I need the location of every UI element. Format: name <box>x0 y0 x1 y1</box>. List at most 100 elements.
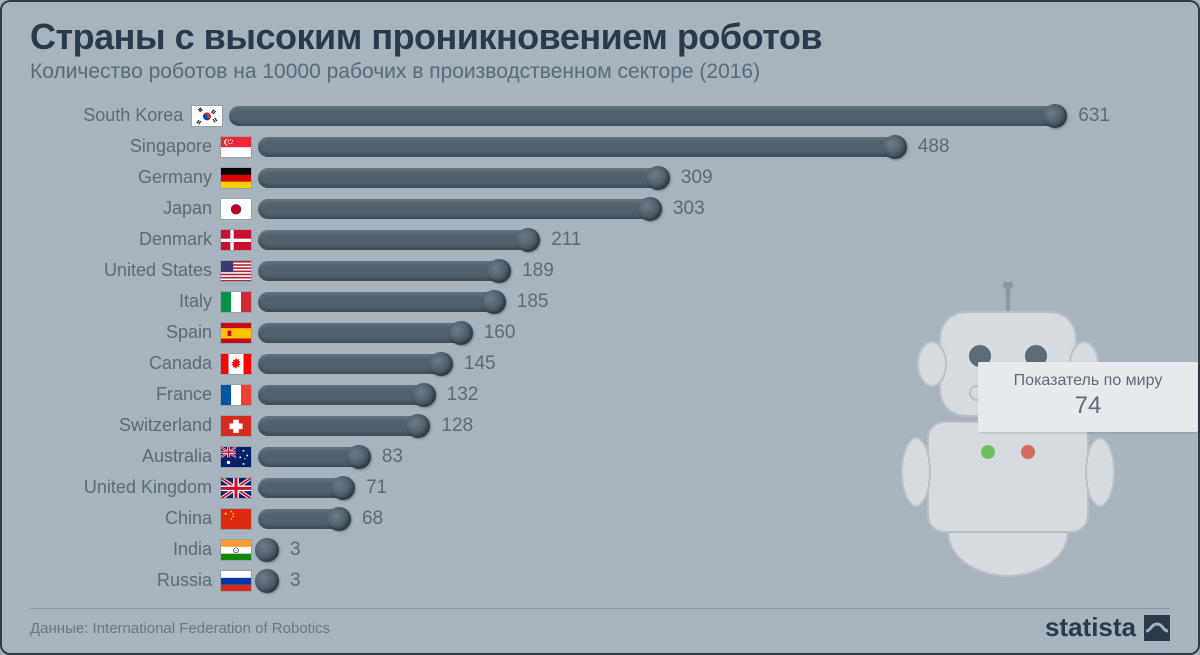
bar-cap <box>646 166 670 190</box>
bar-cap <box>347 445 371 469</box>
country-label: Switzerland <box>30 415 220 436</box>
bar-wrap: 189 <box>258 260 554 282</box>
chart-row: South Korea 631 <box>30 100 1110 131</box>
country-label: Japan <box>30 198 220 219</box>
flag-icon <box>220 291 252 313</box>
footer-divider <box>30 608 1170 609</box>
bar-value: 309 <box>681 167 713 189</box>
bar <box>258 385 433 405</box>
country-label: Canada <box>30 353 220 374</box>
country-label: India <box>30 539 220 560</box>
world-average-value: 74 <box>994 392 1182 420</box>
flag-icon <box>220 508 252 530</box>
flag-icon <box>220 353 252 375</box>
bar <box>258 447 368 467</box>
country-label: Italy <box>30 291 220 312</box>
bar-value: 3 <box>290 539 301 561</box>
bar-cap <box>327 507 351 531</box>
flag-icon <box>220 322 252 344</box>
bar <box>258 137 904 157</box>
bar-value: 83 <box>382 446 403 468</box>
chart-title: Страны с высоким проникновением роботов <box>30 16 822 58</box>
statista-wave-icon <box>1144 615 1170 641</box>
bar <box>258 230 537 250</box>
chart-subtitle: Количество роботов на 10000 рабочих в пр… <box>30 60 760 84</box>
brand-logo: statista <box>1045 612 1170 643</box>
bar-cap <box>255 569 279 593</box>
bar <box>229 106 1064 126</box>
bar-value: 160 <box>484 322 516 344</box>
brand-text: statista <box>1045 612 1136 643</box>
bar <box>258 354 450 374</box>
country-label: United States <box>30 260 220 281</box>
source-text: Данные: International Federation of Robo… <box>30 620 330 637</box>
bar-wrap: 132 <box>258 384 478 406</box>
bar-value: 631 <box>1078 105 1110 127</box>
bar-wrap: 631 <box>229 105 1110 127</box>
bar-value: 185 <box>517 291 549 313</box>
bar-wrap: 303 <box>258 198 705 220</box>
bar-value: 128 <box>441 415 473 437</box>
bar <box>258 199 659 219</box>
bar-value: 68 <box>362 508 383 530</box>
bar-cap <box>331 476 355 500</box>
bar-value: 211 <box>551 229 581 251</box>
bar-cap <box>255 538 279 562</box>
bar-wrap: 68 <box>258 508 383 530</box>
bar-cap <box>883 135 907 159</box>
flag-icon <box>191 105 223 127</box>
bar-value: 189 <box>522 260 554 282</box>
country-label: South Korea <box>30 105 191 126</box>
chart-row: Germany309 <box>30 162 1110 193</box>
bar-wrap: 83 <box>258 446 403 468</box>
bar <box>258 478 352 498</box>
bar-wrap: 309 <box>258 167 713 189</box>
bar <box>258 292 503 312</box>
country-label: Denmark <box>30 229 220 250</box>
bar-cap <box>406 414 430 438</box>
flag-icon <box>220 570 252 592</box>
world-average-label: Показатель по миру <box>994 372 1182 390</box>
bar-wrap: 160 <box>258 322 515 344</box>
flag-icon <box>220 260 252 282</box>
bar-wrap: 3 <box>258 570 301 592</box>
bar-cap <box>1043 104 1067 128</box>
flag-icon <box>220 198 252 220</box>
bar <box>258 323 470 343</box>
chart-row: Denmark 211 <box>30 224 1110 255</box>
bar <box>258 571 276 591</box>
bar-value: 132 <box>447 384 479 406</box>
world-average-callout: Показатель по миру 74 <box>978 362 1198 432</box>
bar-wrap: 3 <box>258 539 301 561</box>
bar <box>258 509 348 529</box>
chart-row: Japan 303 <box>30 193 1110 224</box>
bar <box>258 261 508 281</box>
flag-icon <box>220 167 252 189</box>
flag-icon <box>220 415 252 437</box>
bar-wrap: 488 <box>258 136 949 158</box>
bar-cap <box>412 383 436 407</box>
chart-row: Singapore 488 <box>30 131 1110 162</box>
robot-illustration <box>878 282 1138 582</box>
bar-cap <box>429 352 453 376</box>
country-label: Spain <box>30 322 220 343</box>
bar-wrap: 185 <box>258 291 549 313</box>
bar <box>258 540 276 560</box>
flag-icon <box>220 539 252 561</box>
bar-wrap: 211 <box>258 229 582 251</box>
bar <box>258 416 427 436</box>
country-label: Singapore <box>30 136 220 157</box>
bar-cap <box>449 321 473 345</box>
bar-value: 303 <box>673 198 705 220</box>
country-label: Russia <box>30 570 220 591</box>
bar-cap <box>482 290 506 314</box>
bar-cap <box>487 259 511 283</box>
bar-wrap: 145 <box>258 353 496 375</box>
country-label: France <box>30 384 220 405</box>
flag-icon <box>220 446 252 468</box>
bar-cap <box>516 228 540 252</box>
bar-value: 145 <box>464 353 496 375</box>
flag-icon <box>220 477 252 499</box>
flag-icon <box>220 136 252 158</box>
bar-value: 71 <box>366 477 387 499</box>
